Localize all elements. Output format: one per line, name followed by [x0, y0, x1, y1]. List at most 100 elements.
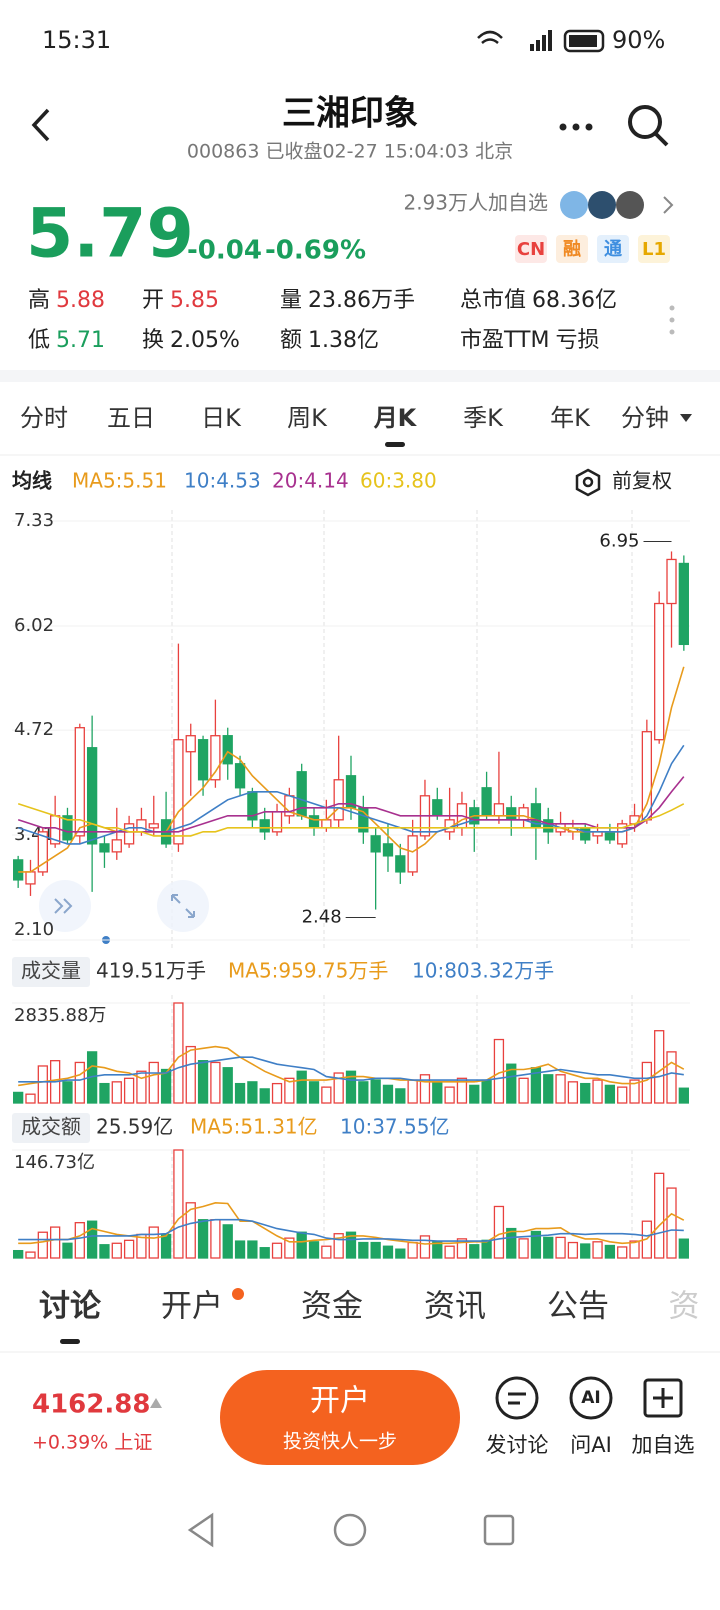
- bar: [617, 1246, 628, 1259]
- candle-body: [333, 779, 344, 821]
- open-account-button[interactable]: [220, 1370, 460, 1465]
- bar: [617, 1086, 628, 1104]
- bar: [395, 1248, 406, 1259]
- period-tab[interactable]: 日K: [201, 404, 242, 432]
- stat: 市盈TTM 亏损: [460, 328, 600, 353]
- nav-recents[interactable]: [483, 1514, 515, 1546]
- nav-home[interactable]: [333, 1513, 367, 1547]
- candle-body: [222, 735, 233, 765]
- bar: [49, 1226, 61, 1259]
- candle-body: [111, 839, 122, 853]
- cta-subtitle: 投资快人一步: [283, 1431, 397, 1453]
- candle-body: [197, 739, 209, 781]
- bar: [481, 1239, 492, 1259]
- content-tab[interactable]: 开户: [161, 1289, 223, 1325]
- candle-body: [432, 799, 443, 817]
- bar: [555, 1236, 566, 1259]
- notice-dot: [232, 1288, 244, 1300]
- cta-title[interactable]: 开户: [310, 1384, 370, 1419]
- panel-label: 成交量: [21, 959, 81, 983]
- bar: [432, 1081, 443, 1104]
- content-tab[interactable]: 讨论: [39, 1289, 102, 1325]
- period-tab[interactable]: 分时: [20, 404, 68, 432]
- last-price: 5.79: [26, 195, 194, 274]
- adjust-label[interactable]: 前复权: [612, 469, 672, 493]
- bar: [666, 1187, 677, 1259]
- bar: [641, 1061, 653, 1104]
- legend-item: MA5:5.51: [72, 469, 167, 493]
- y-tick-label: 146.73亿: [14, 1152, 95, 1173]
- stat: 低 5.71: [28, 328, 105, 353]
- action-label[interactable]: 问AI: [570, 1433, 612, 1457]
- bar: [222, 1224, 233, 1259]
- period-tab[interactable]: 季K: [463, 404, 504, 432]
- content-tab[interactable]: 资金: [301, 1289, 363, 1325]
- bar: [25, 1251, 36, 1259]
- candle-body: [86, 747, 98, 845]
- content-tab[interactable]: 公告: [547, 1289, 609, 1325]
- scroll-controls[interactable]: [39, 880, 209, 944]
- signal-icon: [530, 30, 552, 51]
- bar: [444, 1245, 455, 1259]
- avatars[interactable]: [560, 191, 674, 219]
- bar: [592, 1079, 603, 1104]
- candle-body: [506, 807, 517, 821]
- nav-bar[interactable]: [187, 1512, 515, 1548]
- bar: [210, 1219, 221, 1259]
- period-tab[interactable]: 月K: [373, 404, 418, 432]
- candle-body: [99, 843, 110, 853]
- battery-level: [569, 35, 597, 47]
- action-label[interactable]: 发讨论: [486, 1433, 549, 1457]
- zoom-button[interactable]: [157, 880, 209, 932]
- y-tick-label: 7.33: [14, 510, 54, 531]
- content-tab[interactable]: 资: [669, 1289, 700, 1325]
- bar: [284, 1237, 295, 1259]
- period-tab[interactable]: 周K: [287, 404, 328, 432]
- more-button[interactable]: [559, 123, 593, 131]
- candle-body: [25, 871, 36, 885]
- bar: [37, 1231, 48, 1259]
- content-tab[interactable]: 资讯: [424, 1289, 486, 1325]
- ma-line: [18, 1056, 684, 1083]
- bar: [173, 1002, 184, 1104]
- candle-body: [604, 831, 616, 841]
- bar: [580, 1082, 591, 1104]
- icon: [54, 898, 73, 914]
- scroll-left-button[interactable]: [39, 880, 91, 932]
- avatar: [588, 191, 616, 219]
- bar: [407, 1241, 418, 1259]
- candle-body: [234, 763, 246, 789]
- bar: [481, 1079, 492, 1104]
- candle-body: [543, 819, 554, 833]
- ma-line: [17, 803, 685, 837]
- bar: [444, 1086, 455, 1104]
- search-button[interactable]: [628, 105, 669, 147]
- stat-label: 总市值: [460, 288, 526, 313]
- adjust-icon[interactable]: [575, 468, 601, 497]
- bar: [160, 1233, 172, 1259]
- stat-label: 开: [142, 288, 164, 313]
- bar: [543, 1236, 554, 1259]
- candle-body: [678, 562, 689, 646]
- candle-body: [74, 727, 85, 837]
- stat: 总市值 68.36亿: [460, 288, 617, 313]
- period-tab[interactable]: 五日: [107, 404, 155, 432]
- bar: [678, 1087, 689, 1104]
- candle-body: [210, 735, 221, 781]
- candle-body: [382, 843, 394, 857]
- candle-body: [518, 807, 529, 821]
- action-label[interactable]: 加自选: [632, 1433, 695, 1457]
- legend-item: MA5:51.31亿: [190, 1115, 318, 1139]
- ai-glyph: AI: [581, 1388, 600, 1408]
- y-tick-label: 4.72: [14, 719, 54, 740]
- nav-back[interactable]: [187, 1512, 214, 1548]
- bar: [629, 1079, 640, 1104]
- more-stats-handle[interactable]: [669, 305, 675, 335]
- bar: [654, 1030, 665, 1104]
- period-tab[interactable]: 分钟: [621, 404, 669, 432]
- back-button[interactable]: [31, 108, 50, 142]
- bar: [493, 1038, 505, 1104]
- period-tab[interactable]: 年K: [550, 404, 591, 432]
